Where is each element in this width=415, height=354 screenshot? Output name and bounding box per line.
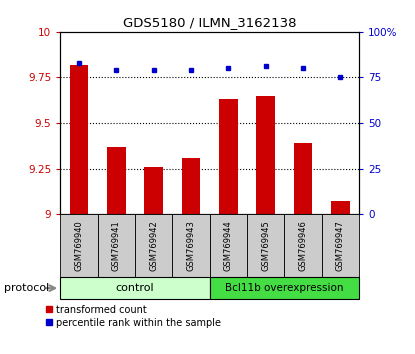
Bar	[69, 65, 88, 214]
Bar	[107, 147, 125, 214]
Text: GSM769946: GSM769946	[298, 221, 308, 272]
Text: GSM769940: GSM769940	[74, 221, 83, 272]
Text: GSM769944: GSM769944	[224, 221, 233, 272]
Bar	[294, 143, 312, 214]
Bar	[60, 277, 210, 299]
Text: protocol: protocol	[4, 283, 49, 293]
Bar	[135, 214, 172, 278]
Text: GSM769945: GSM769945	[261, 221, 270, 272]
Legend: transformed count, percentile rank within the sample: transformed count, percentile rank withi…	[42, 301, 225, 332]
Text: GSM769943: GSM769943	[186, 221, 195, 272]
Text: GSM769942: GSM769942	[149, 221, 158, 272]
Bar	[331, 201, 349, 214]
Bar	[181, 158, 200, 214]
Text: Bcl11b overexpression: Bcl11b overexpression	[225, 283, 344, 293]
Title: GDS5180 / ILMN_3162138: GDS5180 / ILMN_3162138	[123, 16, 296, 29]
Text: control: control	[115, 283, 154, 293]
Bar	[60, 214, 98, 278]
Text: GSM769941: GSM769941	[112, 221, 121, 272]
Text: GSM769947: GSM769947	[336, 221, 345, 272]
Bar	[247, 214, 284, 278]
Bar	[256, 96, 275, 214]
Bar	[210, 277, 359, 299]
Bar	[219, 99, 237, 214]
Bar	[210, 214, 247, 278]
Bar	[322, 214, 359, 278]
Bar	[172, 214, 210, 278]
Bar	[98, 214, 135, 278]
Bar	[144, 167, 163, 214]
Bar	[284, 214, 322, 278]
